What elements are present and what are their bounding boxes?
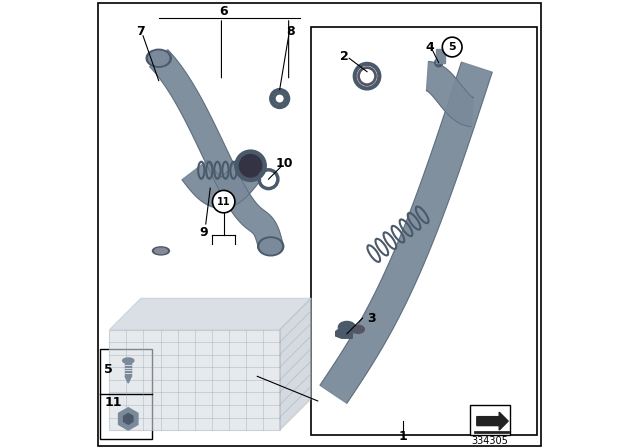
Polygon shape (124, 414, 133, 424)
Text: 9: 9 (199, 226, 208, 240)
Text: 5: 5 (104, 363, 113, 376)
Ellipse shape (123, 358, 134, 363)
Text: 334305: 334305 (472, 436, 509, 446)
Ellipse shape (148, 51, 169, 65)
Text: 3: 3 (367, 311, 376, 325)
Text: 2: 2 (340, 49, 349, 63)
Text: 4: 4 (426, 40, 434, 54)
Text: 11: 11 (104, 396, 122, 409)
Ellipse shape (155, 248, 167, 254)
Polygon shape (477, 412, 508, 430)
FancyBboxPatch shape (125, 361, 131, 376)
Text: 6: 6 (220, 4, 228, 18)
Ellipse shape (258, 237, 284, 256)
Text: 8: 8 (287, 25, 295, 38)
Polygon shape (182, 161, 260, 208)
Polygon shape (336, 327, 352, 338)
FancyBboxPatch shape (436, 49, 445, 63)
Text: 1: 1 (399, 430, 407, 444)
FancyBboxPatch shape (109, 330, 280, 430)
Polygon shape (125, 376, 131, 383)
Polygon shape (320, 62, 492, 403)
FancyBboxPatch shape (470, 405, 511, 435)
Circle shape (442, 37, 462, 57)
Ellipse shape (235, 150, 266, 181)
Polygon shape (118, 408, 138, 430)
Ellipse shape (260, 239, 282, 254)
Text: 10: 10 (275, 157, 293, 170)
Ellipse shape (339, 322, 355, 332)
Text: 7: 7 (136, 25, 145, 38)
Polygon shape (426, 62, 474, 126)
Ellipse shape (435, 59, 443, 67)
Polygon shape (280, 298, 311, 430)
Polygon shape (109, 298, 311, 330)
Text: 11: 11 (217, 197, 230, 207)
Ellipse shape (146, 49, 172, 67)
Polygon shape (150, 50, 283, 249)
Ellipse shape (239, 155, 262, 177)
Ellipse shape (152, 247, 170, 255)
Circle shape (212, 190, 235, 213)
Text: 5: 5 (449, 42, 456, 52)
Ellipse shape (352, 325, 364, 333)
